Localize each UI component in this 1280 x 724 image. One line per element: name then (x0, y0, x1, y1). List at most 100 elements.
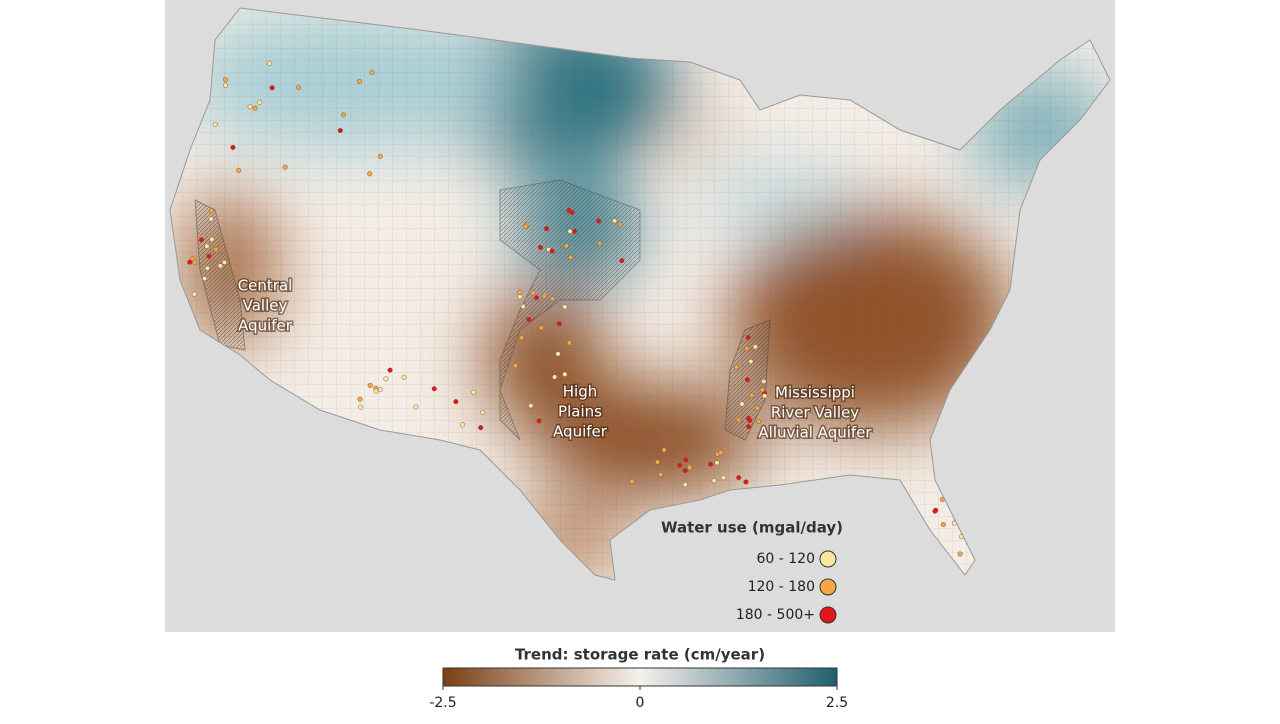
well-dot (736, 417, 742, 423)
well-dot (714, 460, 720, 466)
well-dot (356, 78, 362, 84)
well-dot (759, 387, 765, 393)
well-dot (568, 254, 574, 260)
well-dot (340, 112, 347, 118)
aquifer-label: Aquifer (238, 317, 293, 335)
well-dot (470, 389, 477, 395)
well-dot (562, 304, 568, 310)
well-dot (748, 358, 754, 365)
well-dot (528, 403, 534, 409)
well-dot (749, 392, 755, 398)
well-dot (761, 378, 767, 384)
well-dot (572, 228, 578, 234)
well-dot (480, 409, 486, 415)
well-dot (247, 104, 253, 110)
well-dot (752, 344, 758, 350)
aquifer-label: Aquifer (553, 423, 608, 441)
well-dot (536, 418, 542, 424)
well-dot (617, 221, 624, 228)
legend-title: Water use (mgal/day) (661, 519, 843, 537)
well-dot (367, 382, 373, 388)
well-dot (754, 405, 761, 411)
well-dot (217, 263, 223, 269)
well-dot (534, 295, 540, 301)
well-dot (612, 218, 618, 224)
well-dot (191, 291, 197, 297)
aquifer-label: High (563, 383, 597, 401)
well-dot (221, 259, 227, 265)
well-dot (549, 296, 555, 302)
well-dot (744, 377, 751, 383)
well-dot (538, 325, 544, 331)
well-dot (940, 521, 946, 528)
well-dot (206, 253, 212, 259)
well-dot (523, 224, 529, 230)
well-dot (567, 228, 573, 234)
well-dot (744, 345, 750, 351)
well-dot (460, 422, 466, 428)
well-dot (957, 551, 963, 557)
well-dot (654, 459, 661, 465)
legend-swatch (819, 606, 837, 624)
well-dot (367, 171, 373, 177)
well-dot (266, 60, 273, 66)
well-dot (683, 457, 689, 463)
well-dot (711, 478, 717, 484)
well-dot (257, 99, 263, 105)
colorbar-tick-label: 0 (636, 695, 645, 711)
legend-swatch (819, 550, 837, 568)
well-dot (619, 258, 625, 264)
well-dot (530, 290, 536, 296)
well-dot (517, 289, 523, 295)
colorbar-tick-label: 2.5 (826, 695, 848, 711)
well-dot (762, 393, 768, 399)
well-dot (222, 82, 229, 88)
well-dot (431, 386, 437, 392)
well-dot (734, 364, 740, 370)
well-dot (739, 401, 745, 407)
well-dot (721, 475, 727, 481)
well-dot (377, 153, 383, 159)
well-dot (743, 479, 749, 485)
well-dot (597, 240, 603, 246)
well-dot (212, 121, 218, 127)
well-dot (563, 243, 569, 249)
well-dot (198, 237, 204, 243)
aquifer-label: Plains (558, 403, 602, 421)
well-dot (526, 317, 532, 323)
well-dot (478, 425, 484, 431)
well-dot (756, 418, 762, 425)
well-dot (541, 293, 547, 299)
well-dot (236, 167, 242, 173)
well-dot (687, 465, 693, 471)
well-dot (520, 303, 526, 310)
well-dot (682, 482, 688, 488)
well-dot (682, 468, 688, 474)
well-dot (230, 144, 236, 150)
well-dot (736, 475, 742, 481)
aquifer-label: River Valley (771, 404, 859, 422)
well-dot (357, 396, 363, 402)
well-dot (745, 334, 751, 341)
well-dot (555, 351, 561, 357)
colorbar (442, 667, 838, 687)
well-dot (596, 218, 602, 224)
well-dot (708, 461, 714, 467)
well-dot (549, 248, 555, 254)
well-dot (282, 164, 288, 170)
aquifer-label: Mississippi (775, 384, 855, 402)
well-dot (296, 85, 302, 91)
well-dot (187, 259, 193, 265)
well-dot (337, 128, 343, 134)
well-dot (373, 388, 379, 394)
well-dot (377, 387, 383, 393)
well-dot (190, 256, 196, 262)
well-dot (204, 265, 210, 271)
well-dot (208, 216, 214, 222)
well-dot (569, 209, 575, 216)
well-dot (658, 472, 664, 478)
aquifer-label: Central (238, 277, 293, 295)
well-dot (552, 374, 558, 380)
well-dot (677, 462, 683, 468)
